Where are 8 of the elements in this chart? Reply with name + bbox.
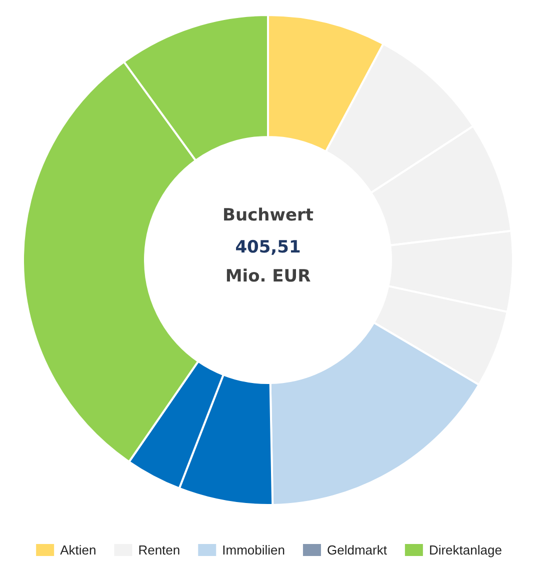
legend-label: Renten bbox=[138, 542, 180, 558]
text: Mio. EUR bbox=[225, 266, 311, 286]
text: Buchwert bbox=[222, 206, 314, 226]
legend-label: Aktien bbox=[60, 542, 96, 558]
legend-label: Immobilien bbox=[222, 542, 285, 558]
legend-label: Direktanlage bbox=[428, 542, 502, 558]
legend-label: Geldmarkt bbox=[326, 542, 388, 558]
text: 405,51 bbox=[235, 238, 301, 258]
